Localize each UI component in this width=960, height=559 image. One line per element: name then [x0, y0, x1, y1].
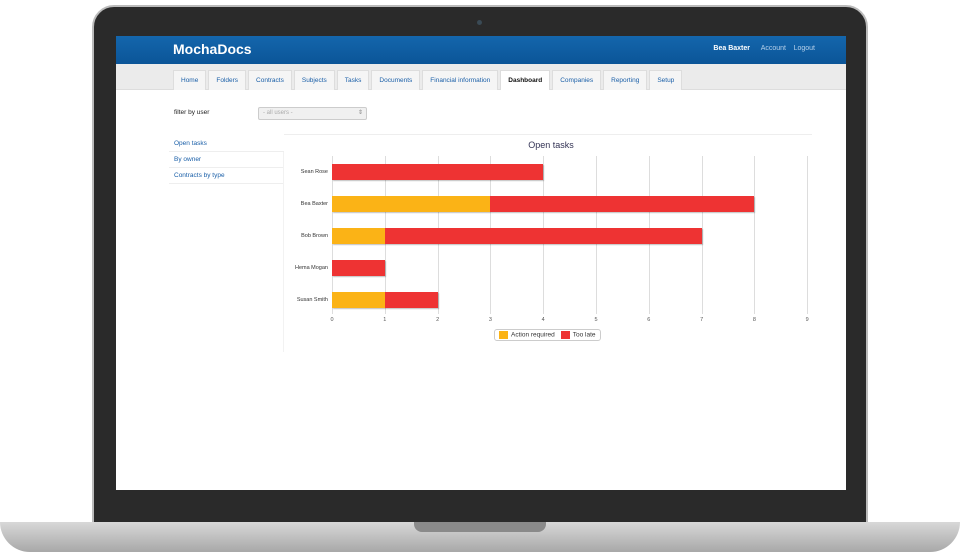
y-category-label: Sean Rose — [300, 169, 328, 175]
legend-swatch — [560, 331, 570, 339]
current-user: Bea Baxter — [713, 45, 750, 52]
tab-subjects[interactable]: Subjects — [293, 70, 335, 90]
bar-too-late[interactable] — [384, 228, 702, 244]
top-bar: MochaDocs Bea Baxter Account Logout — [116, 36, 846, 64]
y-category-label: Bob Brown — [301, 233, 328, 239]
nav-bar: Home Folders Contracts Subjects Tasks Documen… — [116, 64, 846, 90]
select-arrows-icon: ⇕ — [357, 110, 363, 116]
x-tick-label: 3 — [488, 317, 492, 323]
legend-label: Too late — [572, 331, 596, 339]
x-tick-label: 9 — [805, 317, 809, 323]
logout-link[interactable]: Logout — [793, 45, 815, 52]
x-tick-label: 8 — [752, 317, 756, 323]
bar-too-late[interactable] — [384, 292, 438, 308]
camera-icon — [477, 20, 482, 25]
bar-too-late[interactable] — [332, 260, 385, 276]
tab-setup[interactable]: Setup — [649, 70, 683, 90]
select-value: - all users - — [263, 110, 293, 116]
tab-financial-information[interactable]: Financial information — [422, 70, 499, 90]
tab-contracts[interactable]: Contracts — [248, 70, 292, 90]
tab-home[interactable]: Home — [173, 70, 207, 90]
x-tick-label: 7 — [700, 317, 704, 323]
legend-swatch — [499, 331, 508, 339]
legend-action-required[interactable]: Action required — [499, 331, 555, 339]
screen: MochaDocs Bea Baxter Account Logout Home… — [116, 36, 846, 490]
chart-legend: Action required Too late — [494, 329, 601, 341]
tab-folders[interactable]: Folders — [208, 70, 247, 90]
tab-companies[interactable]: Companies — [552, 70, 602, 90]
sidebar: Open tasks By owner Contracts by type — [169, 136, 284, 184]
tab-documents[interactable]: Documents — [371, 70, 421, 90]
x-tick-label: 6 — [647, 317, 651, 323]
bar-action-required[interactable] — [332, 196, 491, 212]
x-tick-label: 5 — [594, 317, 598, 323]
bar-too-late[interactable] — [490, 196, 755, 212]
y-category-label: Bea Baxter — [300, 201, 328, 207]
x-tick-label: 0 — [330, 317, 334, 323]
x-tick-label: 2 — [436, 317, 440, 323]
tab-reporting[interactable]: Reporting — [603, 70, 648, 90]
legend-too-late[interactable]: Too late — [560, 331, 596, 339]
chart-title: Open tasks — [528, 140, 574, 150]
account-link[interactable]: Account — [760, 45, 786, 52]
bar-action-required[interactable] — [332, 228, 385, 244]
filter-label: filter by user — [174, 109, 210, 116]
gridline — [807, 156, 809, 314]
gridline — [701, 156, 703, 314]
gridline — [754, 156, 756, 314]
tab-tasks[interactable]: Tasks — [336, 70, 370, 90]
sidebar-item-by-owner[interactable]: By owner — [169, 152, 284, 168]
user-filter-select[interactable]: - all users - ⇕ — [258, 107, 367, 120]
logo[interactable]: MochaDocs — [173, 41, 252, 57]
sidebar-divider — [283, 152, 284, 352]
divider — [284, 134, 812, 135]
sidebar-item-contracts-by-type[interactable]: Contracts by type — [169, 168, 284, 184]
y-category-label: Susan Smith — [296, 297, 328, 303]
bar-action-required[interactable] — [332, 292, 385, 308]
legend-label: Action required — [511, 331, 555, 339]
tab-dashboard[interactable]: Dashboard — [500, 70, 551, 90]
x-tick-label: 1 — [383, 317, 387, 323]
y-category-label: Hema Mogan — [294, 265, 328, 271]
sidebar-item-open-tasks[interactable]: Open tasks — [169, 136, 284, 152]
laptop-notch — [414, 522, 546, 532]
bar-too-late[interactable] — [332, 164, 544, 180]
x-tick-label: 4 — [541, 317, 545, 323]
